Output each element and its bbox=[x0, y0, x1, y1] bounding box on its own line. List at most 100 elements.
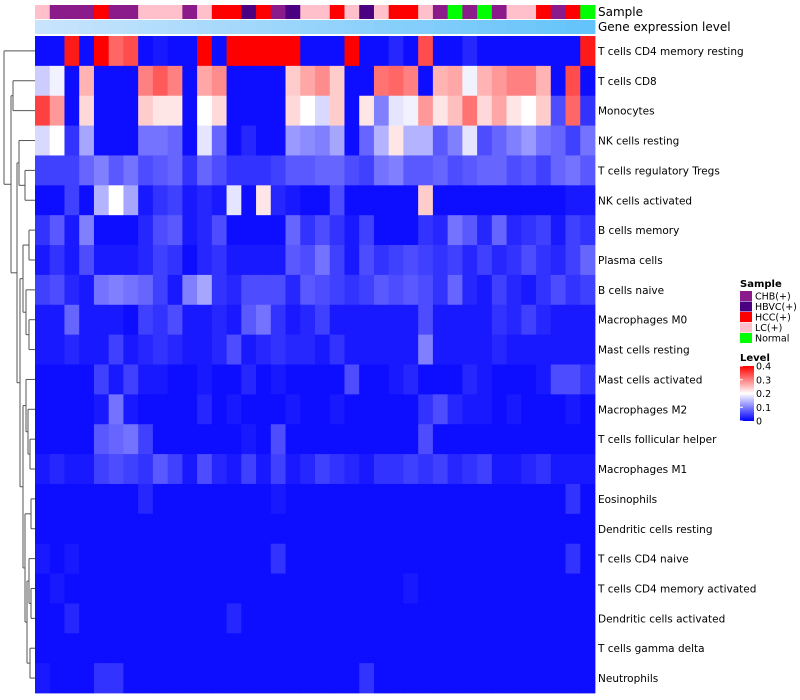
heatmap-cell bbox=[35, 424, 51, 455]
heatmap-cell bbox=[108, 603, 124, 634]
heatmap-cell bbox=[108, 543, 124, 574]
heatmap-cell bbox=[359, 513, 375, 545]
heatmap-cell bbox=[182, 603, 198, 634]
heatmap-cell bbox=[138, 95, 154, 126]
heatmap-cell bbox=[373, 633, 390, 664]
heatmap-cell bbox=[432, 155, 449, 186]
heatmap-cell bbox=[152, 274, 169, 306]
heatmap-cell bbox=[64, 304, 80, 336]
heatmap-cell bbox=[49, 454, 65, 485]
gene-expression-annotation-cell bbox=[79, 20, 95, 34]
heatmap-cell bbox=[418, 245, 434, 276]
heatmap-cell bbox=[138, 454, 154, 485]
heatmap-cell bbox=[506, 573, 522, 604]
heatmap-cell bbox=[447, 603, 463, 634]
heatmap-cell bbox=[359, 125, 375, 156]
heatmap-cell bbox=[344, 334, 360, 365]
gene-expression-annotation-cell bbox=[108, 20, 124, 34]
sample-annotation-cell bbox=[536, 5, 552, 19]
heatmap-cell bbox=[432, 274, 449, 306]
heatmap-cell bbox=[477, 573, 493, 604]
heatmap-cell bbox=[315, 274, 331, 306]
heatmap-cell bbox=[49, 633, 65, 664]
row-label: T cells CD4 memory resting bbox=[597, 46, 744, 58]
heatmap-cell bbox=[211, 633, 227, 664]
sample-annotation-cell bbox=[373, 5, 390, 19]
heatmap-cell bbox=[388, 364, 404, 395]
heatmap-cell bbox=[256, 483, 272, 515]
heatmap-cell bbox=[138, 633, 154, 664]
heatmap-cell bbox=[521, 364, 537, 395]
heatmap-cell bbox=[49, 274, 65, 306]
heatmap-cell bbox=[123, 185, 139, 216]
heatmap-cell bbox=[315, 95, 331, 126]
row-label: T cells follicular helper bbox=[597, 434, 717, 446]
heatmap-cell bbox=[344, 483, 360, 515]
heatmap-cell bbox=[344, 513, 360, 545]
heatmap-cell bbox=[462, 483, 478, 515]
heatmap-cell bbox=[256, 513, 272, 545]
heatmap-cell bbox=[462, 65, 478, 97]
sample-legend-label: CHB(+) bbox=[755, 292, 791, 303]
heatmap-cell bbox=[49, 424, 65, 455]
heatmap-cell bbox=[315, 185, 331, 216]
heatmap-cell bbox=[211, 454, 227, 485]
heatmap-cell bbox=[123, 334, 139, 365]
heatmap-cell bbox=[79, 215, 95, 246]
heatmap-cell bbox=[123, 65, 139, 97]
heatmap-cell bbox=[167, 334, 183, 365]
heatmap-cell bbox=[403, 364, 419, 395]
heatmap-cell bbox=[491, 215, 507, 246]
heatmap-cell bbox=[167, 483, 183, 515]
heatmap-cell bbox=[256, 454, 272, 485]
heatmap-cell bbox=[64, 573, 80, 604]
heatmap-cell bbox=[79, 543, 95, 574]
heatmap-cell bbox=[300, 274, 316, 306]
heatmap-cell bbox=[138, 155, 154, 186]
sample-annotation-cell bbox=[359, 5, 375, 19]
heatmap-cell bbox=[315, 424, 331, 455]
heatmap-cell bbox=[536, 603, 552, 634]
heatmap-cell bbox=[344, 424, 360, 455]
heatmap-cell bbox=[432, 483, 449, 515]
heatmap-cell bbox=[432, 334, 449, 365]
heatmap-cell bbox=[197, 274, 213, 306]
heatmap-cell bbox=[388, 633, 404, 664]
heatmap-cell bbox=[388, 483, 404, 515]
heatmap-cell bbox=[536, 364, 552, 395]
heatmap-cell bbox=[93, 603, 110, 634]
heatmap-cell bbox=[300, 245, 316, 276]
heatmap-cell bbox=[241, 125, 257, 156]
heatmap-cell bbox=[565, 65, 581, 97]
heatmap-cell bbox=[49, 304, 65, 336]
heatmap-cell bbox=[403, 185, 419, 216]
gene-expression-annotation-cell bbox=[373, 20, 390, 34]
heatmap-cell bbox=[270, 603, 286, 634]
heatmap-cell bbox=[270, 215, 286, 246]
heatmap-cell bbox=[300, 125, 316, 156]
heatmap-cell bbox=[329, 65, 345, 97]
row-label: T cells CD8 bbox=[597, 76, 657, 88]
heatmap-cell bbox=[388, 304, 404, 336]
heatmap-cell bbox=[447, 65, 463, 97]
heatmap-cell bbox=[491, 394, 507, 425]
heatmap-cell bbox=[270, 424, 286, 455]
heatmap-cell bbox=[270, 364, 286, 395]
heatmap-cell bbox=[491, 36, 507, 67]
heatmap-cell bbox=[167, 65, 183, 97]
heatmap-cell bbox=[580, 603, 596, 634]
heatmap-cell bbox=[491, 573, 507, 604]
heatmap-cell bbox=[536, 155, 552, 186]
heatmap-cell bbox=[388, 125, 404, 156]
heatmap-cell bbox=[167, 454, 183, 485]
heatmap-cell bbox=[79, 274, 95, 306]
heatmap-cell bbox=[256, 573, 272, 604]
heatmap-cell bbox=[462, 185, 478, 216]
heatmap-cell bbox=[565, 454, 581, 485]
sample-annotation-cell bbox=[93, 5, 110, 19]
heatmap-cell bbox=[226, 633, 242, 664]
heatmap-cell bbox=[108, 215, 124, 246]
row-label: Eosinophils bbox=[598, 494, 657, 506]
heatmap-cell bbox=[197, 185, 213, 216]
heatmap-cell bbox=[226, 215, 242, 246]
